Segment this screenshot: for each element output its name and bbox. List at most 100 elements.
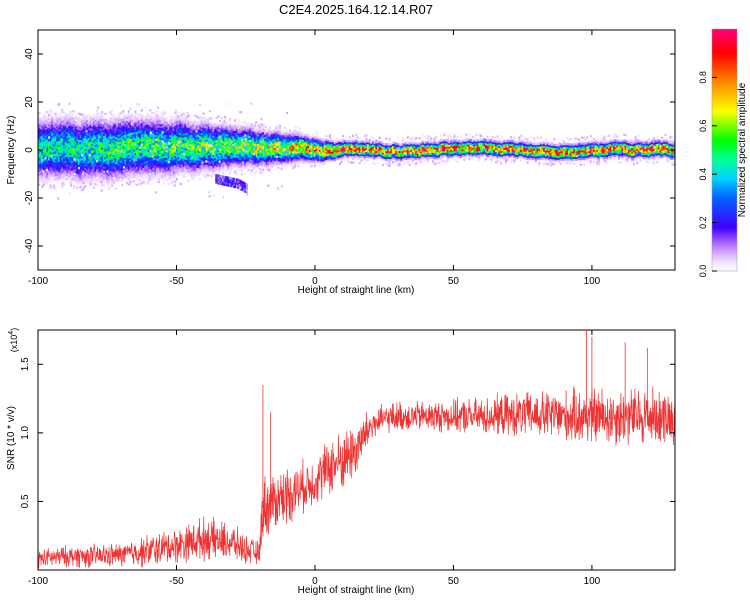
heatmap-cell: [257, 153, 260, 156]
heatmap-cell: [147, 172, 150, 175]
heatmap-cell: [39, 143, 42, 147]
heatmap-cell: [111, 188, 114, 191]
heatmap-cell: [204, 166, 207, 169]
heatmap-cell: [285, 160, 288, 164]
heatmap-cell: [112, 164, 115, 167]
heatmap-cell: [129, 117, 132, 120]
heatmap-cell: [177, 149, 180, 152]
heatmap-cell: [175, 116, 178, 119]
heatmap-cell: [209, 155, 212, 158]
heatmap-cell: [94, 142, 97, 145]
heatmap-cell: [194, 128, 197, 131]
heatmap-cell: [136, 116, 139, 119]
heatmap-cell: [165, 142, 169, 145]
heatmap-cell: [126, 143, 129, 146]
heatmap-cell: [247, 159, 250, 162]
heatmap-cell: [61, 183, 64, 187]
heatmap-cell: [313, 149, 316, 152]
heatmap-cell: [42, 172, 46, 175]
heatmap-cell: [147, 138, 150, 141]
heatmap-cell: [295, 135, 298, 138]
heatmap-cell: [71, 116, 74, 119]
heatmap-cell: [254, 131, 257, 135]
heatmap-cell: [99, 145, 102, 148]
heatmap-cell: [119, 116, 122, 119]
heatmap-cell: [305, 158, 308, 161]
heatmap-cell: [283, 155, 286, 158]
heatmap-cell: [61, 181, 64, 185]
heatmap-cell: [81, 117, 84, 120]
heatmap-cell: [257, 151, 260, 154]
heatmap-cell: [99, 178, 102, 181]
heatmap-cell: [126, 166, 129, 169]
heatmap-cell: [54, 170, 57, 173]
heatmap-cell: [52, 153, 56, 157]
heatmap-cell: [44, 179, 47, 182]
heatmap-cell: [67, 127, 70, 130]
heatmap-cell: [232, 126, 235, 129]
heatmap-cell: [197, 129, 200, 132]
heatmap-cell: [227, 165, 230, 168]
heatmap-cell: [67, 156, 70, 159]
heatmap-cell: [74, 143, 77, 146]
heatmap-cell: [117, 174, 120, 177]
heatmap-cell: [94, 134, 97, 138]
heatmap-cell: [229, 171, 232, 175]
heatmap-cell: [39, 145, 42, 149]
heatmap-cell: [54, 185, 57, 188]
heatmap-cell: [114, 161, 117, 164]
heatmap-cell: [86, 152, 89, 155]
heatmap-cell: [42, 183, 46, 186]
heatmap-cell: [141, 128, 144, 131]
heatmap-cell: [51, 124, 54, 127]
heatmap-cell: [106, 123, 109, 126]
heatmap-cell: [141, 116, 144, 120]
heatmap-cell: [74, 139, 77, 143]
heatmap-cell: [179, 159, 182, 162]
heatmap-cell: [117, 151, 120, 154]
heatmap-cell: [96, 111, 99, 114]
heatmap-cell: [119, 179, 122, 183]
heatmap-cell: [112, 123, 115, 127]
heatmap-cell: [194, 145, 197, 148]
heatmap-cell: [222, 156, 225, 159]
heatmap-cell: [190, 121, 193, 124]
heatmap-cell: [84, 175, 87, 178]
heatmap-cell: [52, 124, 56, 128]
heatmap-cell: [295, 160, 298, 163]
heatmap-cell: [177, 166, 180, 169]
heatmap-cell: [242, 145, 245, 148]
heatmap-cell: [38, 133, 41, 136]
heatmap-cell: [310, 157, 313, 160]
heatmap-cell: [144, 125, 147, 128]
heatmap-cell: [237, 136, 240, 139]
heatmap-cell: [159, 164, 162, 167]
heatmap-cell: [222, 133, 225, 136]
heatmap-cell: [212, 139, 215, 142]
heatmap-cell: [177, 162, 180, 165]
heatmap-cell: [144, 134, 147, 137]
heatmap-cell: [44, 158, 47, 161]
heatmap-cell: [194, 156, 197, 160]
heatmap-cell: [121, 153, 124, 156]
heatmap-cell: [51, 137, 54, 140]
heatmap-cell: [112, 167, 115, 171]
heatmap-cell: [224, 163, 227, 167]
heatmap-cell: [189, 174, 192, 177]
heatmap-cell: [175, 151, 178, 154]
heatmap-cell: [275, 130, 278, 133]
heatmap-cell: [302, 141, 305, 144]
heatmap-cell: [146, 175, 149, 179]
heatmap-cell: [38, 181, 41, 184]
heatmap-cell: [184, 123, 187, 126]
heatmap-cell: [74, 151, 77, 154]
heatmap-cell: [278, 151, 282, 155]
heatmap-cell: [184, 167, 187, 170]
heatmap-cell: [199, 160, 202, 164]
heatmap-cell: [152, 154, 155, 157]
heatmap-cell: [81, 123, 84, 126]
heatmap-cell: [303, 153, 306, 156]
heatmap-cell: [242, 126, 245, 129]
heatmap-cell: [298, 158, 301, 161]
heatmap-cell: [185, 136, 188, 139]
